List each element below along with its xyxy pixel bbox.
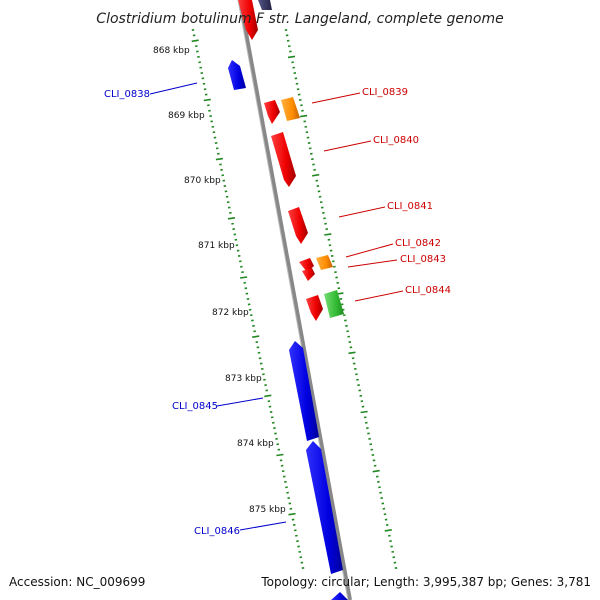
major-tick: [360, 410, 368, 414]
major-tick: [288, 512, 296, 516]
gene-cli-0839[interactable]: [264, 100, 280, 124]
kbp-label: 872 kbp: [212, 308, 249, 318]
kbp-label: 875 kbp: [249, 505, 286, 515]
major-tick: [372, 469, 380, 473]
gene-cli-0838[interactable]: [228, 60, 246, 90]
major-tick: [384, 529, 392, 532]
label-cli-0841[interactable]: CLI_0841: [387, 201, 433, 212]
label-cli-0843[interactable]: CLI_0843: [400, 254, 446, 265]
kbp-label: 868 kbp: [153, 46, 190, 56]
major-tick: [276, 453, 284, 457]
gene-labels: CLI_0838 CLI_0839 CLI_0840 CLI_0841 CLI_…: [104, 82, 451, 537]
kbp-labels: 868 kbp 869 kbp 870 kbp 871 kbp 872 kbp …: [153, 46, 286, 515]
leader-cli-0842: [345, 243, 394, 258]
label-cli-0845[interactable]: CLI_0845: [172, 401, 218, 412]
gene-cli-0839-orange[interactable]: [281, 97, 300, 121]
leader-cli-0844: [354, 290, 404, 302]
label-cli-0840[interactable]: CLI_0840: [373, 135, 419, 146]
major-tick: [287, 55, 296, 59]
gene-cli-0841[interactable]: [288, 207, 308, 244]
major-tick: [227, 217, 236, 220]
leader-cli-0838: [149, 82, 198, 95]
leader-cli-0843: [347, 259, 398, 268]
gene-partial-top-dark: [258, 0, 272, 10]
major-tick: [215, 157, 224, 161]
gene-cli-0843[interactable]: [302, 268, 315, 281]
plus-strand-ticks: [284, 29, 398, 569]
minus-strand-ticks: [191, 29, 305, 569]
label-cli-0844[interactable]: CLI_0844: [405, 285, 451, 296]
major-tick: [191, 39, 199, 43]
gene-cli-0840[interactable]: [271, 132, 296, 187]
label-cli-0839[interactable]: CLI_0839: [362, 87, 408, 98]
label-cli-0838[interactable]: CLI_0838: [104, 89, 150, 100]
kbp-label: 870 kbp: [184, 176, 221, 186]
gene-cli-0844-green[interactable]: [324, 290, 344, 318]
gene-cli-0846[interactable]: [306, 441, 343, 574]
label-cli-0842[interactable]: CLI_0842: [395, 238, 441, 249]
major-tick: [203, 98, 211, 102]
genome-backbone: [238, 0, 352, 600]
gene-partial-bottom: [331, 592, 348, 600]
leader-cli-0846: [239, 521, 287, 531]
major-tick: [324, 233, 332, 236]
major-tick: [299, 114, 308, 118]
leader-cli-0841: [338, 206, 386, 218]
major-tick: [264, 394, 272, 398]
gene-cli-0845[interactable]: [289, 341, 319, 441]
gene-partial-top-red: [238, 0, 258, 40]
major-tick: [239, 276, 248, 279]
gene-cli-0842[interactable]: [299, 258, 314, 272]
topology-text: Topology: circular; Length: 3,995,387 bp…: [260, 575, 591, 589]
gene-cli-0842-orange[interactable]: [316, 255, 333, 270]
gene-features: [228, 0, 348, 600]
kbp-label: 871 kbp: [198, 241, 235, 251]
kbp-label: 869 kbp: [168, 111, 205, 121]
map-title: Clostridium botulinum F str. Langeland, …: [96, 11, 503, 27]
leader-cli-0840: [323, 140, 372, 152]
kbp-label: 873 kbp: [225, 374, 262, 384]
leader-cli-0845: [216, 397, 264, 407]
major-tick: [348, 351, 356, 355]
major-tick: [252, 335, 260, 338]
accession-text: Accession: NC_009699: [9, 575, 145, 589]
label-cli-0846[interactable]: CLI_0846: [194, 526, 240, 537]
kbp-label: 874 kbp: [237, 439, 274, 449]
gene-cli-0844[interactable]: [306, 295, 323, 321]
major-tick: [312, 173, 320, 177]
leader-cli-0839: [311, 92, 361, 104]
